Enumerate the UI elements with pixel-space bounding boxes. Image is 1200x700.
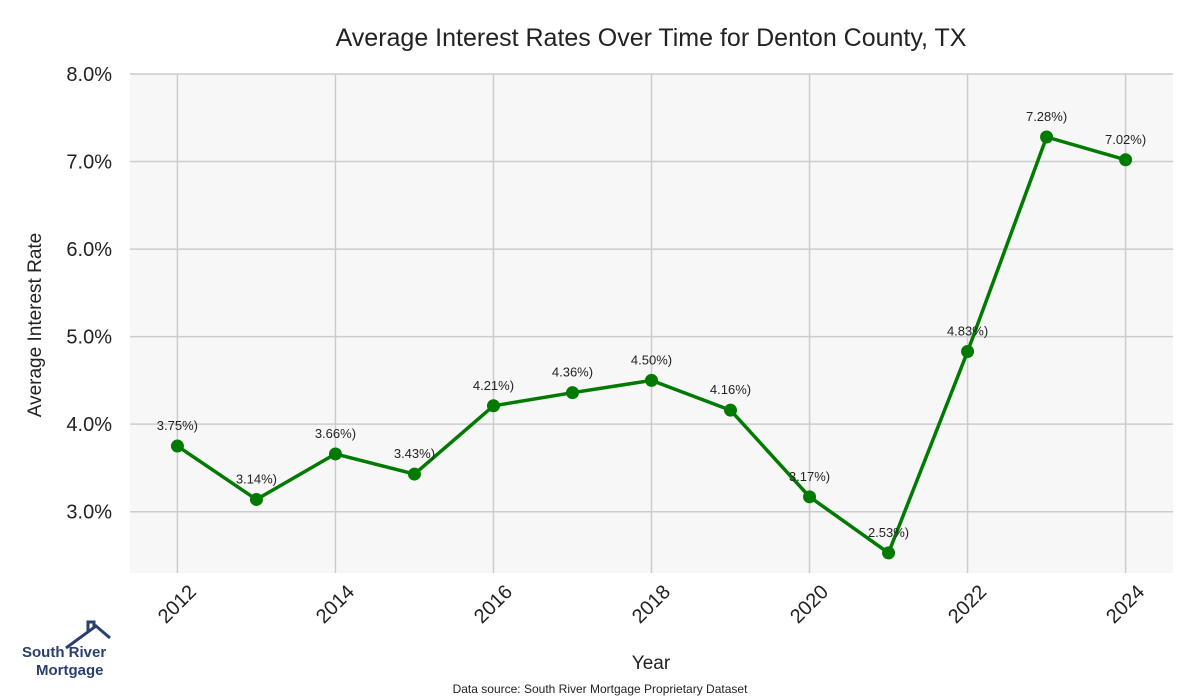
data-label: 4.21%) (473, 378, 514, 393)
data-label: 4.16%) (710, 382, 751, 397)
data-label: 2.53%) (868, 525, 909, 540)
y-axis-ticks: 3.0% 4.0% 5.0% 6.0% 7.0% 8.0% (66, 64, 112, 524)
x-tick-label: 2016 (470, 581, 517, 628)
data-label: 3.75%) (157, 418, 198, 433)
y-tick-label: 6.0% (66, 239, 112, 261)
data-points (170, 130, 1133, 560)
y-axis-label: Average Interest Rate (25, 233, 46, 417)
data-label: 3.43%) (394, 446, 435, 461)
data-point (961, 345, 975, 359)
y-tick-label: 3.0% (66, 502, 112, 524)
data-point (565, 386, 579, 400)
data-point (407, 467, 421, 481)
data-point (645, 373, 658, 387)
data-point (170, 439, 184, 453)
data-point (724, 403, 738, 417)
data-label: 7.02%) (1105, 132, 1146, 147)
x-tick-label: 2012 (154, 581, 201, 628)
data-source-note: Data source: South River Mortgage Propri… (453, 682, 748, 696)
data-point (328, 447, 342, 461)
data-point (1040, 130, 1054, 144)
x-tick-label: 2018 (628, 581, 675, 628)
chart-title: Average Interest Rates Over Time for Den… (336, 24, 967, 52)
data-point (249, 492, 263, 506)
x-tick-label: 2024 (1102, 581, 1149, 628)
x-tick-label: 2022 (944, 581, 991, 628)
y-tick-label: 5.0% (66, 327, 112, 349)
x-axis-label: Year (632, 653, 671, 674)
data-point (882, 546, 896, 560)
y-tick-label: 8.0% (66, 64, 112, 86)
logo: South River Mortgage (22, 620, 111, 679)
x-tick-label: 2020 (786, 581, 833, 628)
house-roof-icon (65, 620, 111, 650)
data-label: 3.66%) (315, 426, 356, 441)
data-point (1119, 153, 1133, 167)
y-tick-label: 4.0% (66, 414, 112, 436)
logo-text-line1: South River (22, 644, 106, 661)
data-label: 3.14%) (236, 471, 277, 486)
data-label: 4.83%) (947, 324, 988, 339)
data-point (486, 399, 500, 413)
data-label: 4.50%) (631, 352, 672, 367)
x-axis-ticks: 2012 2014 2016 2018 2020 2022 2024 (154, 581, 1149, 628)
y-tick-label: 7.0% (66, 152, 112, 174)
grid (130, 73, 1173, 573)
data-label: 3.17%) (789, 469, 830, 484)
data-point (803, 490, 817, 504)
x-tick-label: 2014 (312, 581, 359, 628)
data-label: 7.28%) (1026, 109, 1067, 124)
logo-text-line2: Mortgage (36, 662, 104, 679)
data-label: 4.36%) (552, 365, 593, 380)
data-labels: 3.75%) 3.14%) 3.66%) 3.43%) 4.21%) 4.36%) 4.50… (157, 109, 1146, 540)
